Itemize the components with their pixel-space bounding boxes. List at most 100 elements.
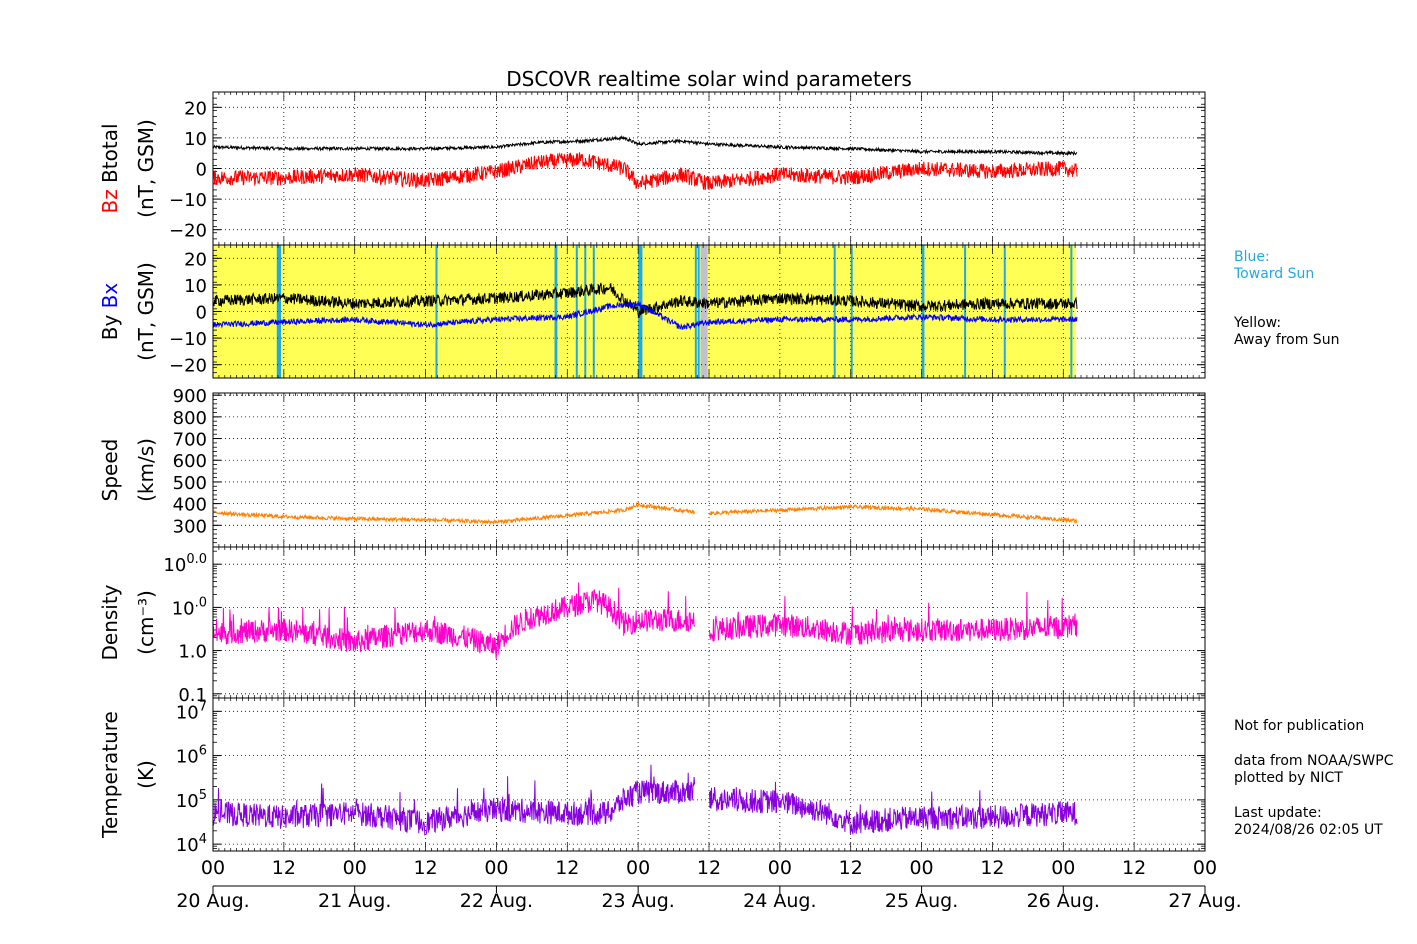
x-date-label: 22 Aug. [460, 890, 533, 912]
data-source-note: data from NOAA/SWPC [1234, 753, 1394, 769]
x-hour-label: 12 [272, 857, 296, 879]
x-date-label: 24 Aug. [743, 890, 816, 912]
panel-frame [212, 244, 1206, 379]
y-tick-label: 300 [173, 516, 207, 537]
x-hour-label: 12 [413, 857, 437, 879]
x-hour-label: 00 [201, 857, 225, 879]
panel-density: 100.0 10.0 1.0 0.1 Density (cm⁻³) [98, 546, 1206, 706]
x-hour-label: 12 [1122, 857, 1146, 879]
publication-notes: Not for publication data from NOAA/SWPC … [1234, 718, 1394, 838]
y-axis-unit: (nT, GSM) [134, 262, 158, 361]
sector-toward-sun-band [850, 245, 853, 378]
sector-legend: Blue: Toward Sun Yellow: Away from Sun [1233, 249, 1339, 348]
y-tick-label: 20 [184, 98, 207, 119]
y-tick-label: 1.0 [178, 642, 207, 663]
sector-no-data-band [700, 245, 708, 378]
x-date-label: 27 Aug. [1168, 890, 1241, 912]
y-tick-label: 400 [173, 495, 207, 516]
x-hour-label: 00 [626, 857, 650, 879]
series-density-line [212, 582, 1078, 659]
y-tick-label: 600 [173, 451, 207, 472]
series-bz-line [212, 152, 1078, 191]
sector-toward-sun-band [276, 245, 282, 378]
legend-toward-sun-line1: Blue: [1234, 249, 1270, 265]
sector-toward-sun-band [1070, 245, 1073, 378]
y-axis-unit: (nT, GSM) [134, 119, 158, 218]
sector-toward-sun-band [554, 245, 558, 378]
y-tick-label: 0 [196, 303, 207, 324]
last-update-value: 2024/08/26 02:05 UT [1234, 822, 1383, 838]
y-axis-unit: (km/s) [134, 438, 158, 502]
sector-toward-sun-band [1003, 245, 1006, 378]
y-tick-label: 106 [176, 744, 207, 768]
y-tick-label: 20 [184, 249, 207, 270]
y-tick-label: 105 [176, 788, 207, 812]
series-temperature-line [212, 764, 1078, 836]
x-hour-label: 00 [1193, 857, 1217, 879]
x-date-label: 26 Aug. [1027, 890, 1100, 912]
y-tick-label: 100.0 [163, 552, 207, 576]
series-speed-line [212, 501, 1078, 526]
y-tick-label: −20 [169, 356, 207, 377]
legend-away-from-sun-line2: Away from Sun [1234, 332, 1339, 348]
y-axis-unit: (K) [134, 760, 158, 789]
sector-toward-sun-band [833, 245, 836, 378]
x-date-label: 23 Aug. [601, 890, 674, 912]
y-axis-label-part: By [98, 315, 122, 341]
y-tick-label: 900 [173, 386, 207, 407]
panel-magnetic-field-btotal-bz: 20 10 0 −10 −20 Bz Btotal (nT, GSM) [98, 91, 1206, 246]
y-axis-label-part: Btotal [98, 123, 122, 189]
y-tick-label: −10 [169, 190, 207, 211]
x-hour-label: 00 [484, 857, 508, 879]
y-tick-label: 800 [173, 408, 207, 429]
sector-toward-sun-band [921, 245, 925, 378]
sector-toward-sun-band [435, 245, 438, 378]
y-tick-label: 0.1 [178, 685, 207, 706]
x-hour-label: 00 [909, 857, 933, 879]
y-axis-label-part: Bz [98, 189, 122, 213]
y-tick-label: 107 [176, 699, 207, 723]
y-axis-label: Bz Btotal [98, 123, 122, 213]
y-tick-label: 10 [184, 276, 207, 297]
x-hour-label: 00 [1051, 857, 1075, 879]
sector-toward-sun-band [697, 245, 700, 378]
y-axis-label: Density [98, 584, 122, 660]
y-tick-label: 10 [184, 129, 207, 150]
sector-toward-sun-band [694, 245, 697, 378]
y-axis-label: Temperature [98, 711, 122, 839]
y-axis-label: By Bx [98, 283, 122, 341]
y-tick-label: 700 [173, 430, 207, 451]
plotted-by-note: plotted by NICT [1234, 770, 1343, 786]
sector-toward-sun-band [575, 245, 578, 378]
x-hour-label: 00 [343, 857, 367, 879]
panel-magnetic-field-by-bx: 20 10 0 −10 −20 By Bx (nT, GSM) [98, 244, 1206, 379]
legend-toward-sun-line2: Toward Sun [1233, 266, 1314, 282]
series-btotal-line [212, 135, 1078, 157]
x-date-label: 21 Aug. [318, 890, 391, 912]
x-axis: 00 12 00 12 00 12 00 12 00 12 00 12 00 12 00 20 Aug. 21 … [176, 857, 1241, 912]
series-bx-line [212, 300, 1078, 331]
y-tick-label: 0 [196, 160, 207, 181]
legend-away-from-sun-line1: Yellow: [1233, 315, 1281, 331]
plot-panels: 20 10 0 −10 −20 Bz Btotal (nT, GSM) 20 10 0 −10 −20… [98, 91, 1206, 856]
x-hour-label: 12 [697, 857, 721, 879]
not-for-publication-note: Not for publication [1234, 718, 1364, 734]
y-axis-label: Speed [98, 439, 122, 502]
x-date-label: 25 Aug. [885, 890, 958, 912]
chart-title: DSCOVR realtime solar wind parameters [506, 67, 912, 91]
x-hour-label: 12 [555, 857, 579, 879]
x-hour-label: 12 [839, 857, 863, 879]
y-tick-label: −20 [169, 221, 207, 242]
last-update-label: Last update: [1234, 805, 1322, 821]
y-axis-unit: (cm⁻³) [134, 590, 158, 655]
x-date-label: 20 Aug. [176, 890, 249, 912]
y-tick-label: 500 [173, 473, 207, 494]
x-hour-label: 12 [980, 857, 1004, 879]
y-tick-label: 104 [176, 832, 207, 856]
y-tick-label: 10.0 [172, 595, 207, 619]
y-axis-label-part: Bx [98, 283, 122, 315]
panel-frame [212, 697, 1206, 852]
y-tick-label: −10 [169, 329, 207, 350]
